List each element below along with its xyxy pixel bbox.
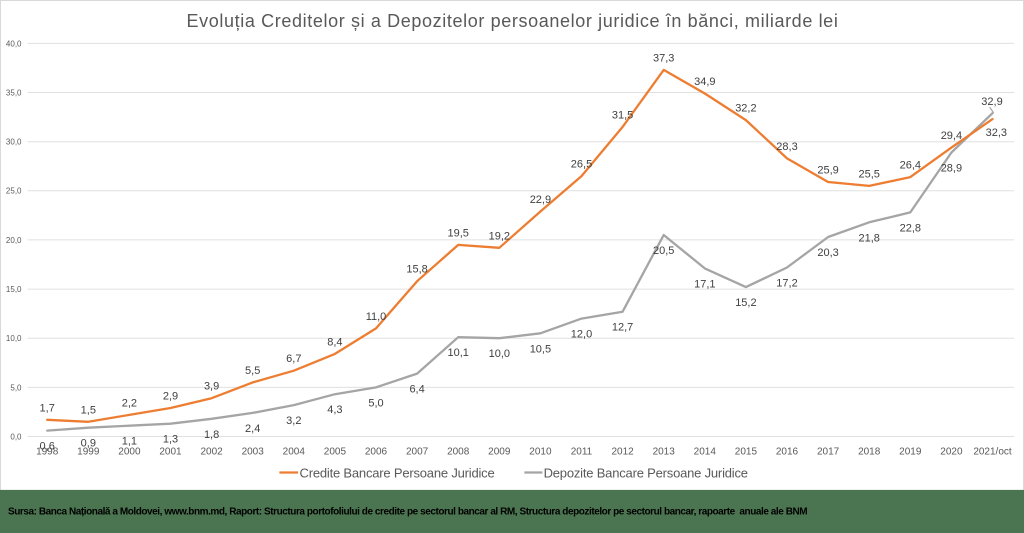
svg-text:Depozite Bancare Persoane Juri: Depozite Bancare Persoane Juridice bbox=[544, 466, 748, 481]
svg-text:3,9: 3,9 bbox=[204, 381, 219, 393]
svg-text:4,3: 4,3 bbox=[327, 404, 342, 416]
svg-text:11,0: 11,0 bbox=[366, 311, 387, 323]
svg-text:31,5: 31,5 bbox=[612, 109, 633, 121]
svg-text:2010: 2010 bbox=[529, 446, 552, 457]
svg-text:5,5: 5,5 bbox=[245, 365, 260, 377]
svg-text:2011: 2011 bbox=[571, 446, 593, 457]
svg-text:28,9: 28,9 bbox=[941, 163, 962, 175]
svg-text:17,2: 17,2 bbox=[776, 278, 797, 290]
svg-text:2016: 2016 bbox=[776, 446, 799, 457]
svg-text:25,0: 25,0 bbox=[6, 187, 22, 196]
svg-text:8,4: 8,4 bbox=[327, 336, 342, 348]
svg-text:Credite Bancare Persoane Jurid: Credite Bancare Persoane Juridice bbox=[300, 466, 495, 481]
svg-text:2009: 2009 bbox=[488, 446, 511, 457]
svg-text:1998: 1998 bbox=[36, 446, 59, 457]
svg-text:22,8: 22,8 bbox=[900, 222, 921, 234]
svg-text:19,2: 19,2 bbox=[489, 230, 510, 242]
svg-text:12,7: 12,7 bbox=[612, 322, 633, 334]
svg-text:10,1: 10,1 bbox=[447, 347, 468, 359]
svg-text:32,9: 32,9 bbox=[981, 96, 1002, 108]
svg-text:2017: 2017 bbox=[817, 446, 840, 457]
svg-text:26,4: 26,4 bbox=[900, 160, 921, 172]
svg-text:28,3: 28,3 bbox=[776, 141, 797, 153]
svg-text:2008: 2008 bbox=[447, 446, 470, 457]
svg-text:12,0: 12,0 bbox=[571, 329, 592, 341]
svg-text:1999: 1999 bbox=[77, 446, 100, 457]
svg-text:1,3: 1,3 bbox=[163, 434, 178, 446]
svg-text:5,0: 5,0 bbox=[368, 397, 383, 409]
svg-text:30,0: 30,0 bbox=[6, 138, 22, 147]
svg-text:6,7: 6,7 bbox=[286, 353, 301, 365]
svg-text:2003: 2003 bbox=[242, 446, 265, 457]
svg-text:0,6: 0,6 bbox=[40, 441, 55, 453]
svg-text:1,8: 1,8 bbox=[204, 429, 219, 441]
svg-text:20,5: 20,5 bbox=[653, 245, 674, 257]
svg-text:25,5: 25,5 bbox=[858, 168, 879, 180]
svg-text:34,9: 34,9 bbox=[694, 76, 715, 88]
svg-text:1,1: 1,1 bbox=[122, 436, 137, 448]
svg-text:0,9: 0,9 bbox=[81, 438, 96, 450]
svg-text:29,4: 29,4 bbox=[941, 130, 962, 142]
svg-text:21,8: 21,8 bbox=[858, 232, 879, 244]
svg-text:2012: 2012 bbox=[611, 446, 634, 457]
svg-text:26,5: 26,5 bbox=[571, 159, 592, 171]
svg-text:Evoluția Creditelor și a Depoz: Evoluția Creditelor și a Depozitelor per… bbox=[187, 11, 839, 31]
svg-text:2021/oct: 2021/oct bbox=[973, 446, 1012, 457]
svg-text:2007: 2007 bbox=[406, 446, 429, 457]
svg-text:2006: 2006 bbox=[365, 446, 388, 457]
svg-text:2018: 2018 bbox=[858, 446, 881, 457]
svg-text:2013: 2013 bbox=[653, 446, 676, 457]
svg-text:1,5: 1,5 bbox=[81, 404, 96, 416]
svg-text:20,0: 20,0 bbox=[6, 236, 22, 245]
svg-text:3,2: 3,2 bbox=[286, 415, 301, 427]
svg-text:40,0: 40,0 bbox=[6, 39, 22, 48]
svg-text:2,4: 2,4 bbox=[245, 423, 260, 435]
svg-text:25,9: 25,9 bbox=[817, 165, 838, 177]
svg-text:15,8: 15,8 bbox=[406, 264, 427, 276]
svg-text:2,2: 2,2 bbox=[122, 397, 137, 409]
svg-text:2000: 2000 bbox=[118, 446, 141, 457]
svg-text:10,5: 10,5 bbox=[530, 343, 551, 355]
svg-text:2002: 2002 bbox=[200, 446, 223, 457]
svg-text:35,0: 35,0 bbox=[6, 88, 22, 97]
svg-text:2019: 2019 bbox=[899, 446, 922, 457]
svg-text:17,1: 17,1 bbox=[694, 278, 715, 290]
svg-text:2004: 2004 bbox=[283, 446, 306, 457]
svg-text:2015: 2015 bbox=[735, 446, 758, 457]
svg-text:32,3: 32,3 bbox=[986, 127, 1007, 139]
svg-text:15,0: 15,0 bbox=[6, 285, 22, 294]
svg-text:6,4: 6,4 bbox=[409, 384, 424, 396]
svg-text:1,7: 1,7 bbox=[40, 402, 55, 414]
svg-text:10,0: 10,0 bbox=[6, 334, 22, 343]
svg-text:32,2: 32,2 bbox=[735, 103, 756, 115]
svg-text:19,5: 19,5 bbox=[447, 227, 468, 239]
svg-text:37,3: 37,3 bbox=[653, 52, 674, 64]
svg-text:2020: 2020 bbox=[940, 446, 963, 457]
svg-text:10,0: 10,0 bbox=[489, 348, 510, 360]
svg-text:15,2: 15,2 bbox=[735, 297, 756, 309]
svg-text:22,9: 22,9 bbox=[530, 194, 551, 206]
svg-text:2001: 2001 bbox=[159, 446, 182, 457]
svg-text:2,9: 2,9 bbox=[163, 391, 178, 403]
svg-text:5,0: 5,0 bbox=[10, 383, 22, 392]
svg-text:Sursa: Banca Națională a Moldo: Sursa: Banca Națională a Moldovei, www.b… bbox=[8, 507, 807, 518]
svg-text:2014: 2014 bbox=[694, 446, 717, 457]
svg-text:20,3: 20,3 bbox=[817, 247, 838, 259]
svg-text:2005: 2005 bbox=[324, 446, 347, 457]
svg-text:0,0: 0,0 bbox=[10, 432, 22, 441]
